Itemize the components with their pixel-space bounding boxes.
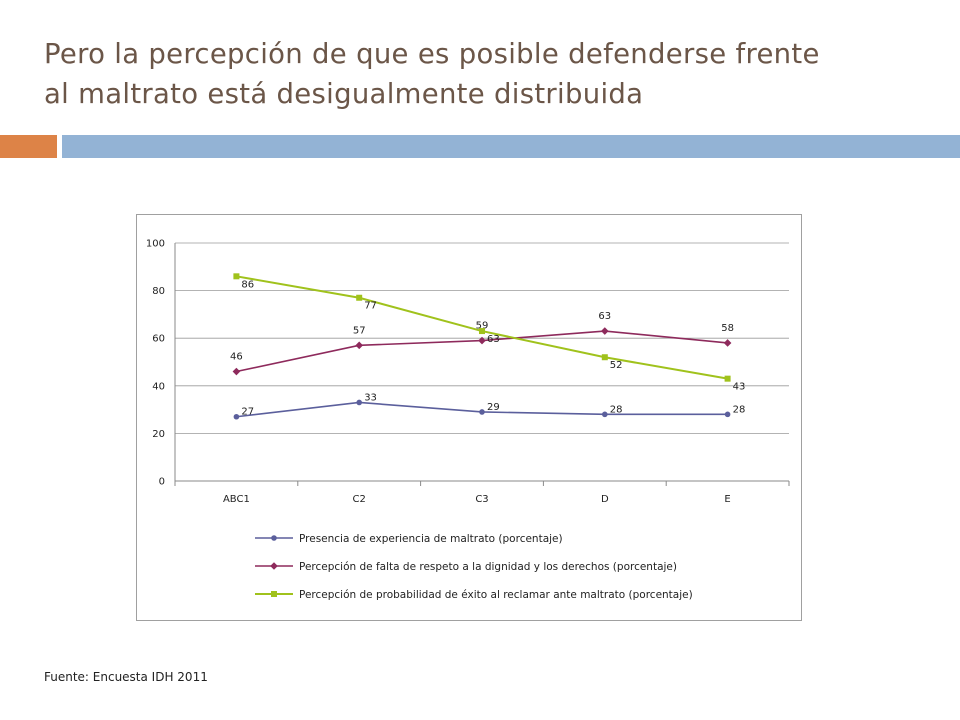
header-band-blue bbox=[62, 135, 960, 158]
data-label: 59 bbox=[476, 321, 489, 332]
x-tick-label: D bbox=[601, 494, 609, 505]
data-point bbox=[233, 413, 240, 420]
slide-title-line-1: Pero la percepción de que es posible def… bbox=[44, 38, 820, 70]
header-band-orange bbox=[0, 135, 57, 158]
y-tick-label: 0 bbox=[159, 477, 165, 488]
legend-marker bbox=[270, 562, 278, 570]
y-tick-label: 80 bbox=[152, 286, 165, 297]
data-point bbox=[724, 375, 731, 382]
data-label: 86 bbox=[241, 279, 254, 290]
data-label: 46 bbox=[230, 352, 243, 363]
data-label: 43 bbox=[733, 382, 746, 393]
data-point bbox=[479, 328, 485, 335]
y-tick-label: 40 bbox=[152, 381, 165, 392]
data-label: 28 bbox=[733, 404, 746, 415]
legend-label: Percepción de probabilidad de éxito al r… bbox=[299, 589, 693, 601]
data-label: 52 bbox=[610, 360, 623, 371]
x-tick-label: E bbox=[724, 494, 730, 505]
data-point bbox=[233, 273, 240, 280]
data-point bbox=[356, 399, 362, 406]
data-point bbox=[232, 367, 241, 376]
x-tick-label: ABC1 bbox=[223, 494, 250, 505]
data-label: 27 bbox=[241, 407, 254, 418]
y-tick-label: 100 bbox=[146, 239, 165, 250]
line-chart: 0 20 40 60 80 100 ABC1 C2 C3 D E 27 33 29 28 28 46 57 59 63… bbox=[146, 239, 790, 601]
data-point bbox=[601, 354, 608, 361]
data-label: 77 bbox=[364, 301, 377, 312]
data-label: 63 bbox=[487, 334, 500, 345]
legend-label: Presencia de experiencia de maltrato (po… bbox=[299, 533, 563, 545]
data-label: 28 bbox=[610, 404, 623, 415]
slide-title-line-2: al maltrato está desigualmente distribui… bbox=[44, 78, 644, 110]
data-label: 29 bbox=[487, 402, 500, 413]
legend-marker bbox=[271, 591, 277, 597]
data-point bbox=[724, 411, 731, 418]
data-point bbox=[355, 341, 363, 350]
data-point bbox=[356, 294, 363, 301]
data-point bbox=[601, 327, 609, 335]
data-point bbox=[479, 409, 485, 415]
y-tick-label: 60 bbox=[152, 334, 165, 345]
chart-frame: 0 20 40 60 80 100 ABC1 C2 C3 D E 27 33 29 28 28 46 57 59 63… bbox=[136, 214, 802, 621]
data-label: 58 bbox=[721, 323, 734, 334]
source-note: Fuente: Encuesta IDH 2011 bbox=[44, 670, 208, 684]
y-tick-label: 20 bbox=[152, 429, 165, 440]
legend-label: Percepción de falta de respeto a la dign… bbox=[299, 561, 677, 573]
slide-title: Pero la percepción de que es posible def… bbox=[44, 34, 924, 114]
data-label: 33 bbox=[364, 392, 377, 403]
data-point bbox=[723, 339, 732, 347]
x-tick-label: C3 bbox=[475, 494, 488, 505]
data-label: 63 bbox=[598, 311, 611, 322]
data-point bbox=[602, 411, 608, 418]
x-tick-label: C2 bbox=[353, 494, 366, 505]
data-label: 57 bbox=[353, 325, 366, 336]
legend-marker bbox=[271, 535, 277, 541]
